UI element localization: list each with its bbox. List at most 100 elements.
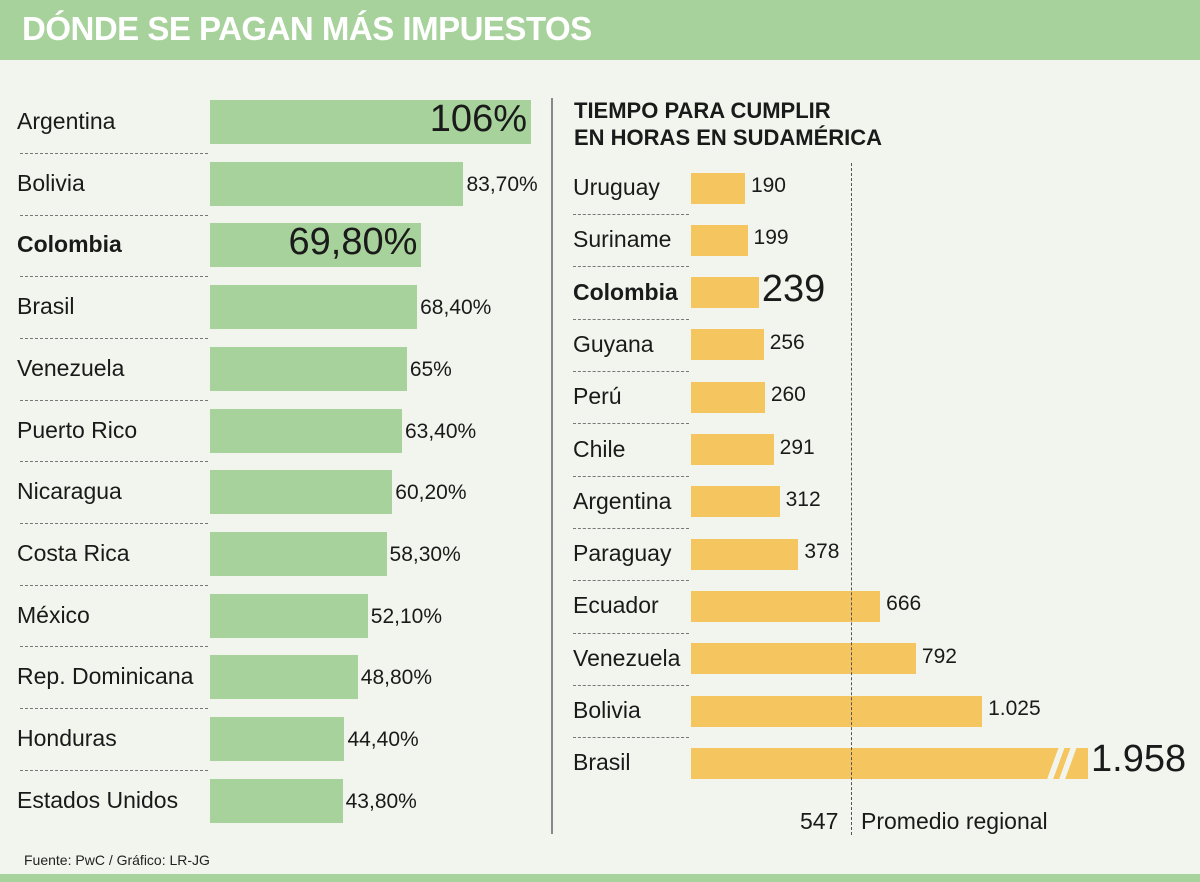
row-separator <box>20 646 208 648</box>
bar <box>691 747 1088 779</box>
bar <box>691 590 881 622</box>
bar <box>691 277 759 309</box>
value-label: 68,40% <box>420 296 492 320</box>
row-separator <box>20 276 208 278</box>
value-label: 63,40% <box>404 419 477 443</box>
row-separator <box>20 769 208 771</box>
row-separator <box>573 684 689 686</box>
category-label: Rep. Dominicana <box>17 663 194 690</box>
category-label: México <box>17 601 90 628</box>
category-label: Uruguay <box>573 174 660 200</box>
value-label: 58,30% <box>389 542 461 566</box>
right-chart-title: TIEMPO PARA CUMPLIR EN HORAS EN SUDAMÉRI… <box>574 97 882 151</box>
bar <box>691 434 774 465</box>
category-label: Argentina <box>573 487 672 514</box>
bar <box>210 655 358 700</box>
category-label: Estados Unidos <box>17 786 179 813</box>
regional-average-line <box>851 163 852 835</box>
category-label: Bolivia <box>17 169 85 196</box>
category-label: Chile <box>573 435 626 462</box>
bar <box>210 285 418 330</box>
bar <box>210 593 368 638</box>
page-title: DÓNDE SE PAGAN MÁS IMPUESTOS <box>22 10 592 47</box>
row-separator <box>20 152 208 154</box>
bottom-bar <box>0 874 1200 882</box>
value-label: 65% <box>409 357 452 381</box>
value-label: 52,10% <box>370 604 442 628</box>
category-label: Puerto Rico <box>17 416 138 443</box>
category-label: Brasil <box>17 293 75 320</box>
row-separator <box>573 214 689 216</box>
row-separator <box>20 399 208 401</box>
row-separator <box>20 708 208 710</box>
value-label: 60,20% <box>395 481 467 505</box>
row-separator <box>573 737 689 739</box>
bar <box>210 346 407 391</box>
category-label: Colombia <box>17 231 122 258</box>
bar <box>210 778 343 823</box>
category-label: Nicaragua <box>17 478 122 505</box>
bar <box>210 223 422 268</box>
bar <box>691 486 780 518</box>
bar <box>691 224 748 256</box>
value-label: 792 <box>921 644 957 668</box>
regional-average-value: 547 <box>800 808 839 834</box>
row-separator <box>20 214 208 216</box>
row-separator <box>573 580 689 582</box>
value-label: 48,80% <box>360 666 432 690</box>
bar <box>691 695 983 727</box>
value-label: 256 <box>769 330 805 354</box>
value-label: 190 <box>750 174 786 197</box>
category-label: Brasil <box>573 749 631 776</box>
category-label: Ecuador <box>573 592 659 619</box>
right-chart-title-line2: EN HORAS EN SUDAMÉRICA <box>574 125 883 150</box>
value-label: 378 <box>804 540 840 564</box>
row-separator <box>573 318 689 320</box>
value-label: 44,40% <box>347 728 419 751</box>
row-separator <box>20 461 208 463</box>
category-label: Venezuela <box>573 644 681 671</box>
category-label: Argentina <box>17 108 116 134</box>
row-separator <box>573 266 689 268</box>
bar <box>210 717 345 761</box>
right-chart-title-line1: TIEMPO PARA CUMPLIR <box>574 98 831 123</box>
bar <box>210 531 387 576</box>
category-label: Bolivia <box>573 697 641 723</box>
regional-average-label: Promedio regional <box>861 808 1048 834</box>
value-label: 666 <box>886 592 922 616</box>
value-label: 1.958 <box>1091 738 1187 781</box>
category-label: Guyana <box>573 330 654 357</box>
row-separator <box>573 527 689 529</box>
bar <box>210 408 402 453</box>
chart-divider <box>551 98 553 834</box>
title-bar <box>0 0 1200 60</box>
bar <box>210 100 531 144</box>
bar <box>210 470 393 515</box>
category-label: Perú <box>573 383 622 410</box>
row-separator <box>20 337 208 339</box>
value-label: 239 <box>761 267 826 310</box>
value-label: 43,80% <box>345 789 417 813</box>
row-separator <box>573 423 689 425</box>
category-label: Honduras <box>17 725 117 751</box>
bar <box>691 172 745 204</box>
row-separator <box>573 632 689 634</box>
category-label: Venezuela <box>17 354 125 381</box>
value-label: 291 <box>779 435 815 459</box>
category-label: Paraguay <box>573 540 672 567</box>
category-label: Suriname <box>573 226 672 253</box>
value-label: 106% <box>429 98 527 140</box>
value-label: 69,80% <box>288 221 418 264</box>
row-separator <box>20 584 208 586</box>
source-note: Fuente: PwC / Gráfico: LR-JG <box>24 852 210 868</box>
bar <box>691 381 765 413</box>
row-separator <box>573 475 689 477</box>
value-label: 83,70% <box>466 172 538 196</box>
value-label: 1.025 <box>988 697 1041 720</box>
value-label: 260 <box>770 383 806 407</box>
category-label: Colombia <box>573 278 678 305</box>
bar <box>691 538 799 570</box>
row-separator <box>573 371 689 373</box>
value-label: 199 <box>753 226 789 250</box>
category-label: Costa Rica <box>17 539 130 566</box>
